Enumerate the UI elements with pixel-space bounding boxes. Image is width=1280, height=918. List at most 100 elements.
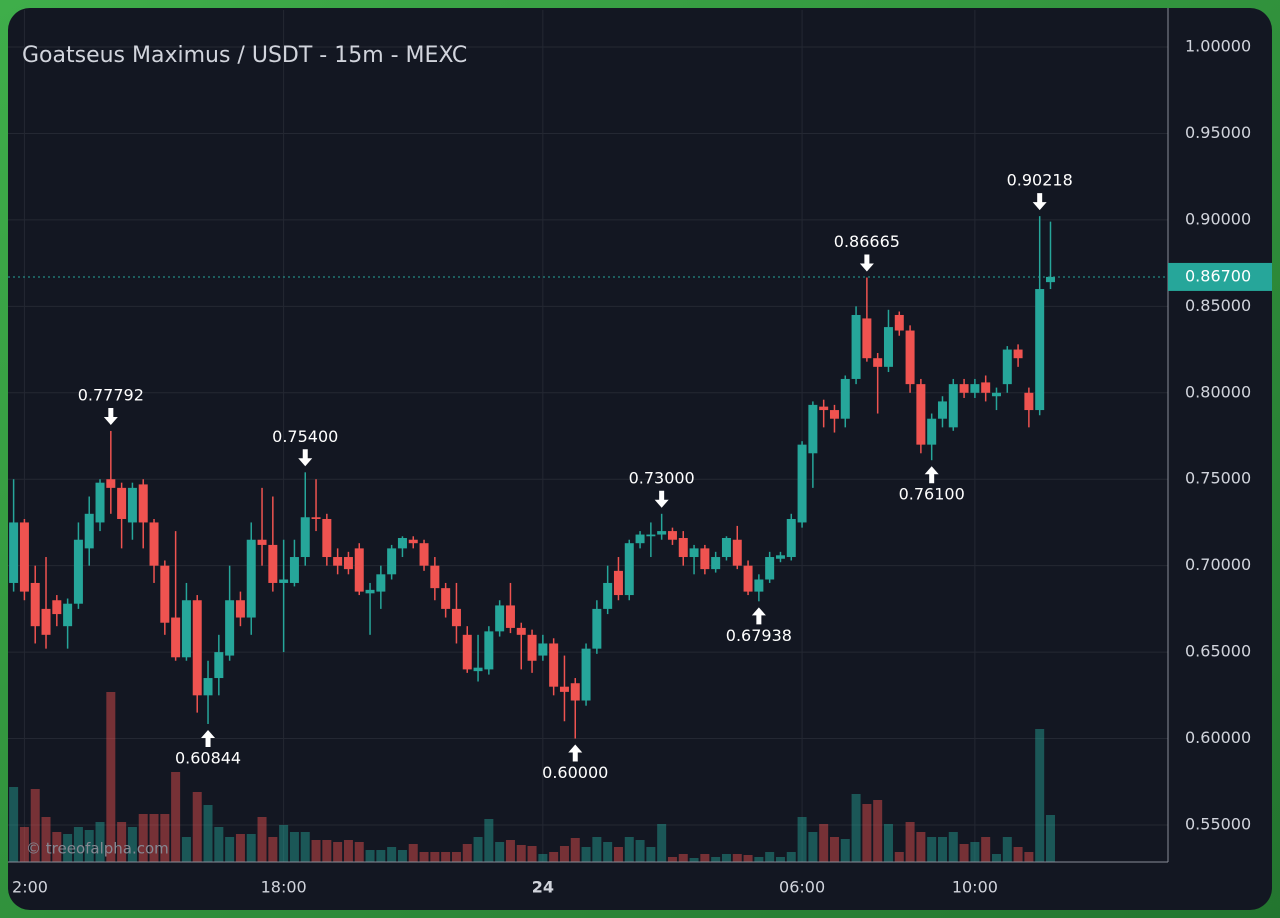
volume-bar [484, 819, 494, 862]
extreme-label: 0.90218 [1007, 171, 1073, 190]
candle-body [419, 543, 429, 566]
volume-bar [160, 814, 170, 862]
volume-bar [851, 794, 861, 862]
volume-bar [775, 857, 785, 862]
volume-bar [19, 827, 29, 862]
extreme-arrow [298, 449, 313, 467]
volume-bar [203, 805, 213, 862]
panel [8, 8, 1272, 910]
volume-bar [354, 842, 364, 862]
volume-bar [376, 850, 386, 862]
extreme-arrow [1032, 193, 1047, 211]
extreme-arrow [568, 744, 583, 762]
candle-body [786, 518, 796, 558]
volume-bar [797, 817, 807, 862]
candle-body [473, 667, 483, 672]
volume-bar [408, 844, 418, 862]
y-tick-label: 0.75000 [1185, 469, 1251, 488]
volume-bar [52, 832, 62, 862]
candle-body [570, 683, 580, 701]
volume-bar [808, 832, 818, 862]
volume-bar [127, 827, 137, 862]
candle-body [613, 570, 623, 596]
volume-bar [711, 857, 721, 862]
candle-body [1035, 289, 1045, 411]
candle-body [700, 548, 710, 570]
volume-bar [883, 824, 893, 862]
volume-bar [430, 852, 440, 862]
candle-body [894, 314, 904, 331]
candle-body [52, 600, 62, 615]
extreme-label: 0.75400 [272, 427, 338, 446]
volume-bar [1002, 837, 1012, 862]
volume-bar [603, 842, 613, 862]
candle-body [484, 631, 494, 670]
volume-bar [657, 824, 667, 862]
volume-bar [894, 852, 904, 862]
candle-body [127, 487, 137, 523]
volume-bar [678, 854, 688, 862]
candle-body [279, 579, 289, 583]
volume-layer [9, 692, 1055, 862]
candle-body [829, 410, 839, 419]
volume-bar [927, 837, 937, 862]
y-tick-label: 0.70000 [1185, 555, 1251, 574]
x-tick-label: 18:00 [261, 878, 307, 897]
volume-bar [246, 834, 256, 862]
candle-body [95, 482, 105, 523]
y-tick-label: 0.55000 [1185, 815, 1251, 834]
volume-bar [581, 847, 591, 862]
candle-body [41, 608, 51, 635]
candle-body [235, 600, 245, 618]
volume-bar [721, 854, 731, 862]
volume-bar [9, 787, 19, 862]
candle-body [808, 404, 818, 454]
extreme-arrow [103, 407, 118, 425]
candle-body [149, 522, 159, 566]
candle-body [181, 600, 191, 658]
candle-body [797, 444, 807, 523]
candle-body [214, 652, 224, 679]
volume-bar [333, 842, 343, 862]
extreme-arrow [201, 729, 216, 747]
annotation-layer: 0.77792 0.60844 0.75400 0.60000 0.73000 0.679… [8, 171, 1168, 782]
candle-body [743, 565, 753, 592]
candle-body [322, 518, 332, 558]
volume-bar [700, 854, 710, 862]
x-tick-label: 06:00 [779, 878, 825, 897]
volume-bar [873, 800, 883, 862]
candle-body [592, 608, 602, 649]
volume-bar [667, 857, 677, 862]
candle-body [819, 406, 829, 411]
candle-body [19, 522, 29, 592]
volume-bar [289, 832, 299, 862]
candle-body [333, 557, 343, 566]
chart-title: Goatseus Maximus / USDT - 15m - MEXC [22, 43, 467, 68]
volume-bar [592, 837, 602, 862]
candle-body [365, 589, 375, 594]
candle-body [505, 605, 515, 628]
volume-bar [365, 850, 375, 862]
y-tick-label: 0.85000 [1185, 296, 1251, 315]
volume-bar [322, 840, 332, 862]
volume-bar [235, 834, 245, 862]
candle-body [516, 627, 526, 635]
candle-body [397, 538, 407, 549]
volume-bar [300, 832, 310, 862]
volume-bar [84, 830, 94, 862]
candle-body [840, 378, 850, 419]
candle-body [711, 557, 721, 570]
candle-body [257, 539, 267, 545]
candle-body [948, 384, 958, 428]
volume-bar [279, 825, 289, 862]
candle-body [527, 634, 537, 661]
volume-bar [624, 837, 634, 862]
y-tick-label: 0.95000 [1185, 123, 1251, 142]
volume-bar [419, 852, 429, 862]
volume-bar [1024, 852, 1034, 862]
candle-body [84, 513, 94, 549]
volume-bar [117, 822, 127, 862]
last-price-label: 0.86700 [1185, 266, 1251, 285]
extreme-label: 0.77792 [78, 385, 144, 404]
